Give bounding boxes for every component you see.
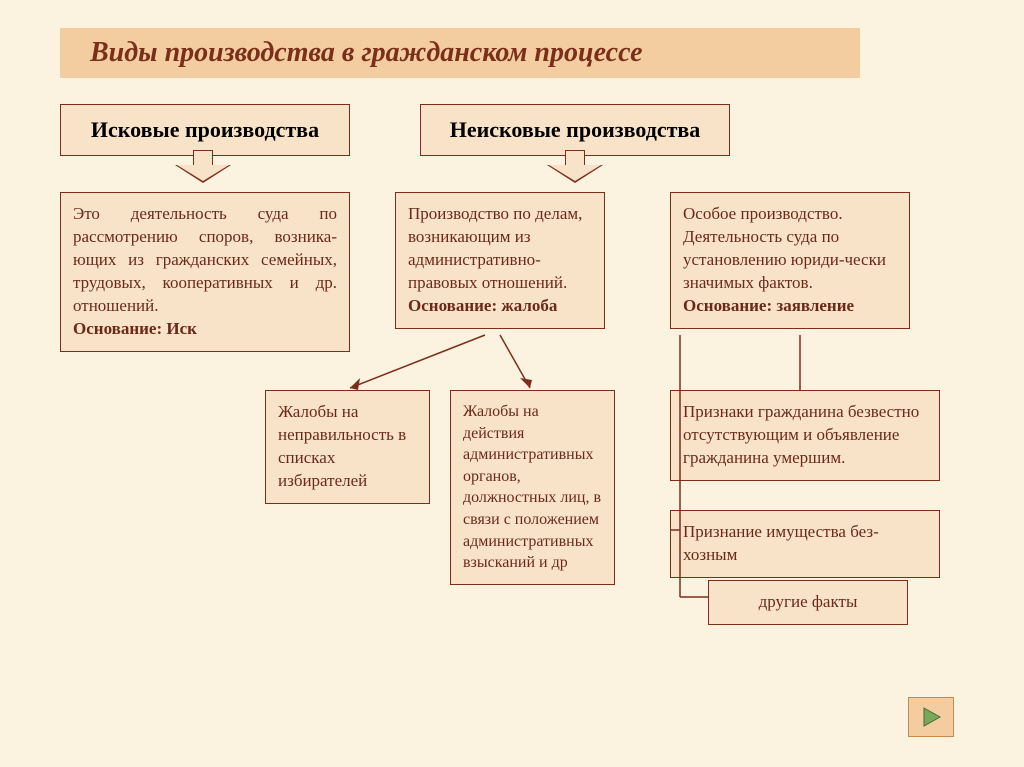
iskovoe-desc: Это деятельность суда по рассмотрению сп…: [73, 204, 337, 315]
arrow-down-icon: [175, 150, 231, 182]
admin-desc: Производство по делам, возникающим из ад…: [408, 204, 582, 292]
fact1-text: Признаки гражданина безвестно отсутствую…: [683, 402, 919, 467]
zhaloba1-text: Жалобы на неправильность в списках избир…: [278, 402, 406, 490]
zhaloba2-box: Жалобы на действия административных орга…: [450, 390, 615, 585]
category-right: Неисковые производства: [420, 104, 730, 156]
fact3-box: другие факты: [708, 580, 908, 625]
fact2-box: Признание имущества без-хозным: [670, 510, 940, 578]
osoboe-base: Основание: заявление: [683, 296, 854, 315]
category-right-label: Неисковые производства: [450, 117, 701, 142]
fact2-text: Признание имущества без-хозным: [683, 522, 879, 564]
title-text: Виды производства в гражданском процессе: [90, 37, 643, 69]
admin-box: Производство по делам, возникающим из ад…: [395, 192, 605, 329]
osoboe-box: Особое производство. Деятельность суда п…: [670, 192, 910, 329]
admin-base: Основание: жалоба: [408, 296, 557, 315]
zhaloba1-box: Жалобы на неправильность в списках избир…: [265, 390, 430, 504]
zhaloba2-text: Жалобы на действия административных орга…: [463, 403, 601, 571]
fact3-text: другие факты: [759, 592, 858, 611]
osoboe-desc: Особое производство. Деятельность суда п…: [683, 204, 886, 292]
iskovoe-base: Основание: Иск: [73, 319, 197, 338]
category-left-label: Исковые производства: [91, 117, 319, 142]
arrow-down-icon: [547, 150, 603, 182]
fact1-box: Признаки гражданина безвестно отсутствую…: [670, 390, 940, 481]
page-title: Виды производства в гражданском процессе: [60, 28, 860, 78]
next-button[interactable]: [908, 697, 954, 737]
play-icon: [919, 705, 943, 729]
category-left: Исковые производства: [60, 104, 350, 156]
iskovoe-box: Это деятельность суда по рассмотрению сп…: [60, 192, 350, 352]
